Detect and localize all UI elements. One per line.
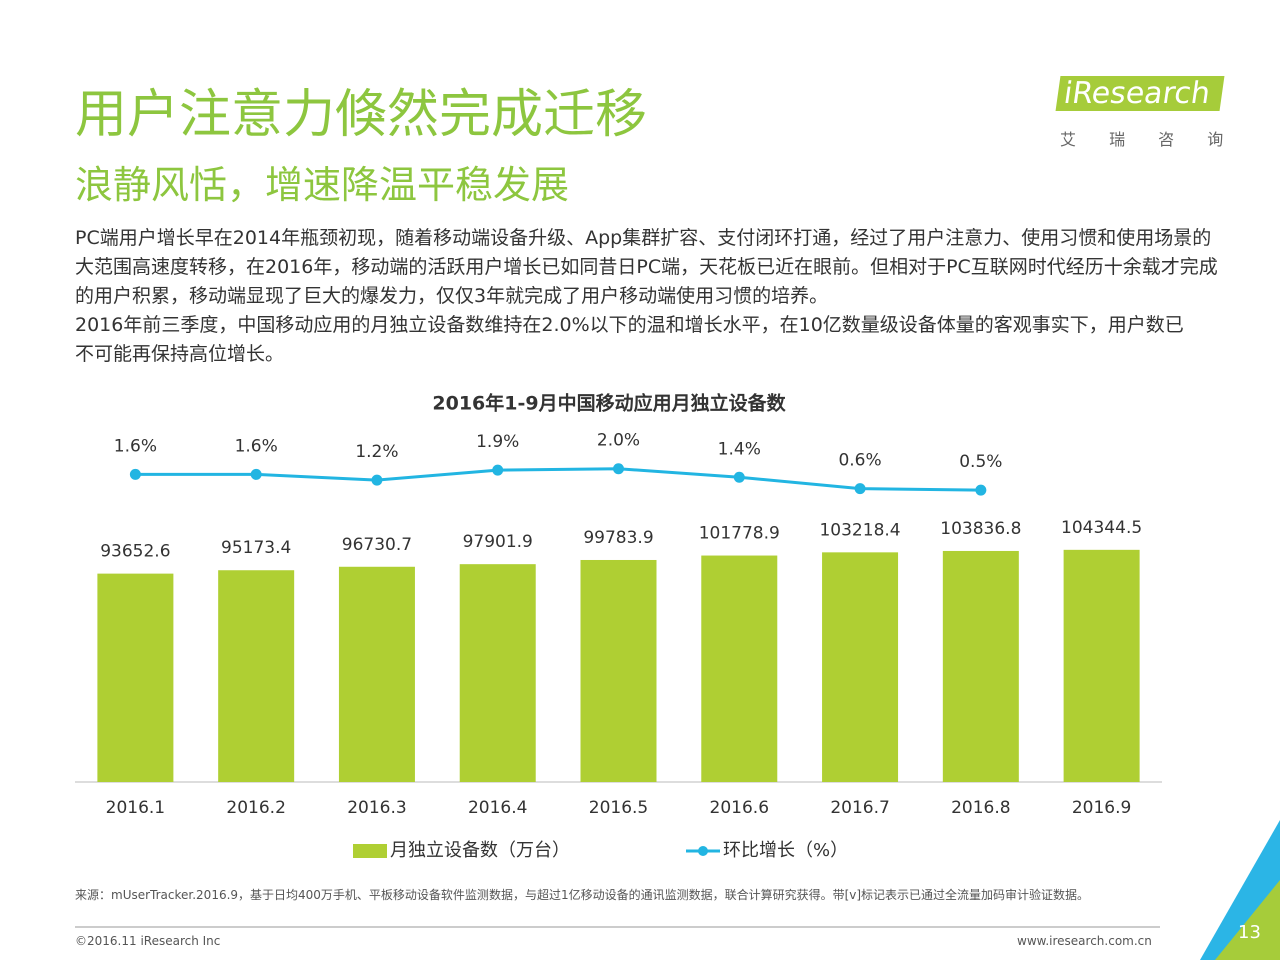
data-label: 103218.4 — [819, 520, 900, 540]
point — [250, 468, 262, 480]
x-tick-label: 2016.6 — [710, 798, 769, 818]
bar — [701, 555, 778, 782]
line — [135, 467, 981, 492]
data-label: 1.9% — [476, 432, 519, 452]
x-tick-label: 2016.4 — [468, 798, 527, 818]
data-label: 99783.9 — [583, 528, 653, 548]
bar — [580, 559, 657, 782]
legend-label: 环比增长（%） — [723, 840, 848, 861]
data-label: 103836.8 — [940, 519, 1021, 539]
data-label: 1.6% — [114, 436, 157, 456]
data-label: 93652.6 — [100, 542, 170, 562]
point — [975, 484, 987, 496]
point — [733, 471, 745, 483]
data-label: 95173.4 — [221, 538, 291, 558]
bar — [1063, 549, 1140, 782]
point — [854, 483, 866, 495]
page-number: 13 — [1238, 922, 1261, 943]
data-label: 101778.9 — [699, 524, 780, 544]
decor — [1215, 880, 1280, 960]
paragraph: PC端用户增长早在2014年瓶颈初现，随着移动端设备升级、App集群扩容、支付闭… — [75, 227, 1218, 307]
data-label: 1.4% — [718, 439, 761, 459]
data-label: 104344.5 — [1061, 518, 1142, 538]
x-tick-label: 2016.9 — [1072, 798, 1131, 818]
url: www.iresearch.com.cn — [1017, 934, 1152, 948]
point — [613, 463, 624, 475]
data-label: 1.2% — [355, 442, 398, 462]
bar — [822, 552, 899, 782]
data-label: 97901.9 — [463, 532, 533, 552]
data-label: 96730.7 — [342, 535, 412, 555]
point — [129, 468, 141, 480]
bar — [942, 550, 1019, 782]
bar — [97, 573, 174, 782]
bar — [338, 566, 415, 782]
point — [371, 474, 383, 486]
x-tick-label: 2016.3 — [347, 798, 406, 818]
x-tick-label: 2016.7 — [830, 798, 889, 818]
data-label: 2.0% — [597, 431, 640, 451]
title: 用户注意力倏然完成迁移 — [75, 85, 648, 145]
paragraph: 2016年前三季度，中国移动应用的月独立设备数维持在2.0%以下的温和增长水平，… — [75, 314, 1184, 365]
data-label: 0.6% — [838, 451, 881, 471]
subtitle: 浪静风恬，增速降温平稳发展 — [75, 163, 570, 207]
x-tick-label: 2016.8 — [951, 798, 1010, 818]
copyright: ©2016.11 iResearch Inc — [75, 934, 221, 948]
bar — [459, 564, 536, 782]
chart-title: 2016年1-9月中国移动应用月独立设备数 — [432, 392, 786, 415]
logo-sub: 艾 瑞 咨 询 — [1060, 130, 1238, 149]
legend-swatch — [353, 844, 387, 858]
data-label: 0.5% — [959, 452, 1002, 472]
x-tick-label: 2016.1 — [106, 798, 165, 818]
point — [492, 464, 504, 476]
legend-label: 月独立设备数（万台） — [390, 840, 570, 861]
x-tick-label: 2016.2 — [226, 798, 285, 818]
source: 来源：mUserTracker.2016.9，基于日均400万手机、平板移动设备… — [75, 888, 1090, 902]
x-tick-label: 2016.5 — [589, 798, 648, 818]
bar — [218, 570, 295, 782]
data-label: 1.6% — [235, 436, 278, 456]
legend-swatch — [698, 846, 708, 856]
